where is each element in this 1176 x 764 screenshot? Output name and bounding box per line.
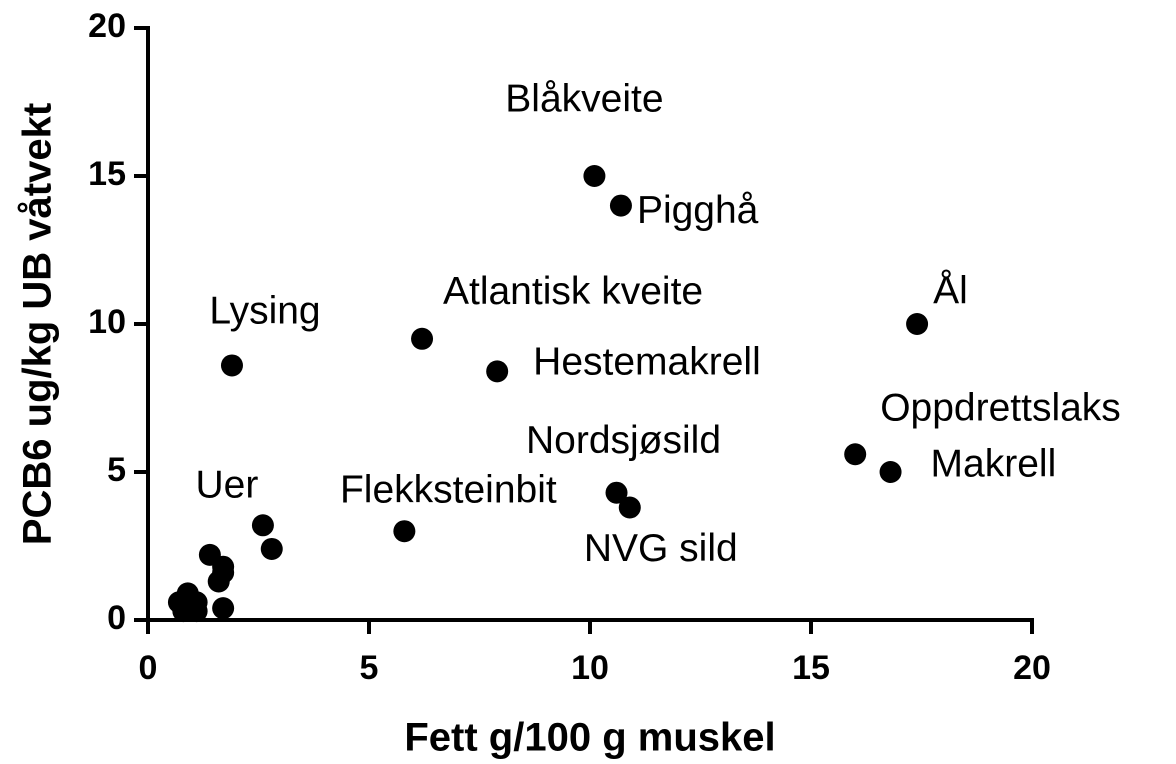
point-label: Lysing xyxy=(209,290,320,333)
point-label: Hestemakrell xyxy=(533,341,761,384)
x-tick-label: 15 xyxy=(792,649,830,687)
point xyxy=(251,514,274,537)
point xyxy=(207,570,230,593)
point xyxy=(618,496,641,519)
y-tick-label: 15 xyxy=(88,155,126,193)
point xyxy=(167,591,190,614)
x-axis-title: Fett g/100 g muskel xyxy=(404,716,775,760)
point xyxy=(583,165,606,187)
y-tick-label: 0 xyxy=(107,599,126,637)
point xyxy=(906,313,929,335)
y-tick-label: 10 xyxy=(88,303,126,341)
point-label: Pigghå xyxy=(637,189,759,232)
point xyxy=(411,327,434,350)
point xyxy=(605,481,628,504)
x-tick-label: 0 xyxy=(139,649,158,687)
point-label: Makrell xyxy=(931,442,1057,485)
point xyxy=(212,597,235,620)
y-axis-title: PCB6 ug/kg UB våtvekt xyxy=(16,103,60,545)
y-tick-label: 20 xyxy=(88,7,126,45)
point xyxy=(393,520,416,543)
point xyxy=(185,600,208,623)
y-tick-label: 5 xyxy=(107,451,126,489)
x-tick-label: 20 xyxy=(1013,649,1051,687)
point xyxy=(879,461,902,483)
x-tick-label: 5 xyxy=(360,649,379,687)
point-label: Ål xyxy=(933,268,968,312)
point xyxy=(260,537,283,560)
point-label: Atlantisk kveite xyxy=(443,270,703,313)
point xyxy=(844,443,867,466)
point-label: Nordsjøsild xyxy=(526,419,721,462)
point-label: Blåkveite xyxy=(505,77,663,120)
point-label: Flekksteinbit xyxy=(340,468,557,511)
point xyxy=(486,360,509,383)
point-label: NVG sild xyxy=(584,527,738,570)
point xyxy=(609,194,632,217)
point-label: Oppdrettslaks xyxy=(880,387,1121,430)
x-tick-label: 10 xyxy=(571,649,609,687)
point-label: Uer xyxy=(195,464,258,507)
point xyxy=(220,354,243,377)
